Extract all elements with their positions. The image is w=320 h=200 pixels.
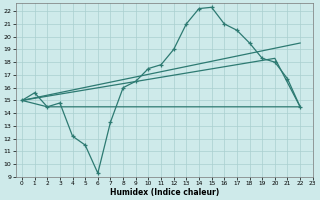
X-axis label: Humidex (Indice chaleur): Humidex (Indice chaleur) [109, 188, 219, 197]
